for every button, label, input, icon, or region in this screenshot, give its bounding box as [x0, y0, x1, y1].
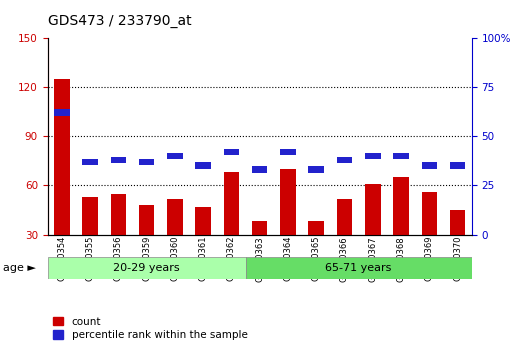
Bar: [82, 159, 98, 165]
Bar: [245, 257, 472, 279]
Bar: [196, 162, 211, 169]
Bar: [280, 169, 296, 235]
Bar: [252, 166, 268, 173]
Bar: [280, 149, 296, 155]
Bar: [393, 177, 409, 235]
Bar: [393, 152, 409, 159]
Legend: count, percentile rank within the sample: count, percentile rank within the sample: [53, 317, 248, 340]
Bar: [308, 221, 324, 235]
Text: GDS473 / 233790_at: GDS473 / 233790_at: [48, 13, 191, 28]
Text: age ►: age ►: [3, 263, 36, 273]
Bar: [167, 199, 183, 235]
Bar: [111, 194, 126, 235]
Bar: [167, 152, 183, 159]
Text: 65-71 years: 65-71 years: [325, 263, 392, 273]
Bar: [450, 210, 465, 235]
Bar: [82, 197, 98, 235]
Bar: [252, 221, 268, 235]
Bar: [450, 162, 465, 169]
Text: 20-29 years: 20-29 years: [113, 263, 180, 273]
Bar: [224, 149, 239, 155]
Bar: [48, 257, 245, 279]
Bar: [365, 152, 381, 159]
Bar: [308, 166, 324, 173]
Bar: [139, 159, 154, 165]
Bar: [111, 157, 126, 163]
Bar: [196, 207, 211, 235]
Bar: [54, 79, 69, 235]
Bar: [365, 184, 381, 235]
Bar: [337, 199, 352, 235]
Bar: [337, 157, 352, 163]
Bar: [421, 162, 437, 169]
Bar: [54, 109, 69, 116]
Bar: [421, 192, 437, 235]
Bar: [139, 205, 154, 235]
Bar: [224, 172, 239, 235]
